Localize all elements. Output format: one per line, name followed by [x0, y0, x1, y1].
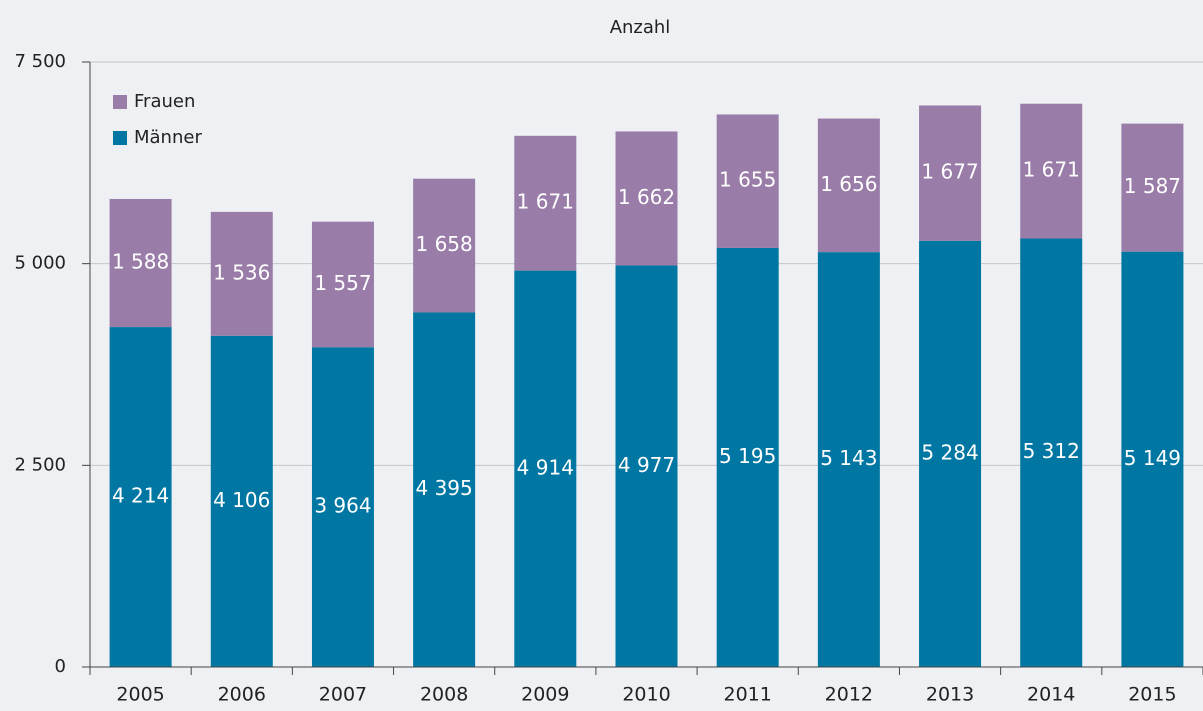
- bar-segment: [716, 247, 779, 668]
- x-tick-label: 2009: [521, 684, 569, 706]
- data-label: 1 655: [719, 168, 776, 192]
- bar-segment: [1121, 123, 1184, 252]
- x-tick-label: 2014: [1027, 684, 1075, 706]
- data-label: 5 143: [820, 446, 877, 470]
- data-label: 1 671: [517, 190, 574, 214]
- data-label: 1 656: [820, 172, 877, 196]
- legend-label: Frauen: [134, 91, 195, 112]
- data-label: 5 312: [1023, 439, 1080, 463]
- bar-segment: [514, 270, 577, 667]
- bar-segment: [210, 335, 273, 667]
- x-tick-label: 2006: [218, 684, 266, 706]
- bar-segment: [1020, 103, 1083, 239]
- x-tick-label: 2012: [825, 684, 873, 706]
- y-tick-label: 5 000: [14, 253, 66, 274]
- y-tick-label: 0: [55, 656, 66, 677]
- x-tick-label: 2013: [926, 684, 974, 706]
- bar-segment: [919, 240, 982, 668]
- data-label: 4 977: [618, 453, 675, 477]
- legend-label: Männer: [134, 127, 202, 148]
- x-tick-label: 2005: [116, 684, 164, 706]
- bar-segment: [413, 178, 476, 313]
- data-label: 1 588: [112, 250, 169, 274]
- x-tick-label: 2010: [622, 684, 670, 706]
- data-label: 4 214: [112, 484, 169, 508]
- data-label: 5 195: [719, 444, 776, 468]
- bar-segment: [817, 252, 880, 667]
- x-tick-label: 2007: [319, 684, 367, 706]
- bar-segment: [210, 211, 273, 336]
- x-tick-label: 2011: [724, 684, 772, 706]
- data-label: 5 284: [921, 440, 978, 464]
- x-tick-label: 2015: [1128, 684, 1176, 706]
- bar-segment: [514, 135, 577, 271]
- legend-swatch: [113, 131, 127, 145]
- data-label: 4 914: [517, 455, 574, 479]
- data-label: 4 395: [416, 476, 473, 500]
- y-tick-label: 2 500: [14, 454, 66, 475]
- bar-segment: [311, 347, 374, 667]
- bar-segment: [615, 265, 678, 667]
- legend-swatch: [113, 95, 127, 109]
- bar-segment: [1020, 238, 1083, 668]
- bar-segment: [615, 131, 678, 266]
- bar-segment: [817, 118, 880, 253]
- data-label: 1 536: [213, 260, 270, 284]
- data-label: 1 557: [314, 271, 371, 295]
- bar-segment: [109, 198, 172, 328]
- data-label: 1 677: [921, 160, 978, 184]
- bar-segment: [1121, 251, 1184, 667]
- bar-segment: [311, 221, 374, 348]
- chart-title: Anzahl: [610, 17, 671, 38]
- bar-segment: [109, 327, 172, 667]
- data-label: 5 149: [1124, 446, 1181, 470]
- data-label: 4 106: [213, 488, 270, 512]
- y-tick-label: 7 500: [14, 51, 66, 72]
- data-label: 3 964: [314, 494, 371, 518]
- bar-segment: [413, 312, 476, 667]
- bar-segment: [919, 105, 982, 241]
- x-tick-label: 2008: [420, 684, 468, 706]
- data-label: 1 662: [618, 185, 675, 209]
- bar-segment: [716, 114, 779, 248]
- data-label: 1 587: [1124, 174, 1181, 198]
- data-label: 1 671: [1023, 158, 1080, 182]
- data-label: 1 658: [416, 232, 473, 256]
